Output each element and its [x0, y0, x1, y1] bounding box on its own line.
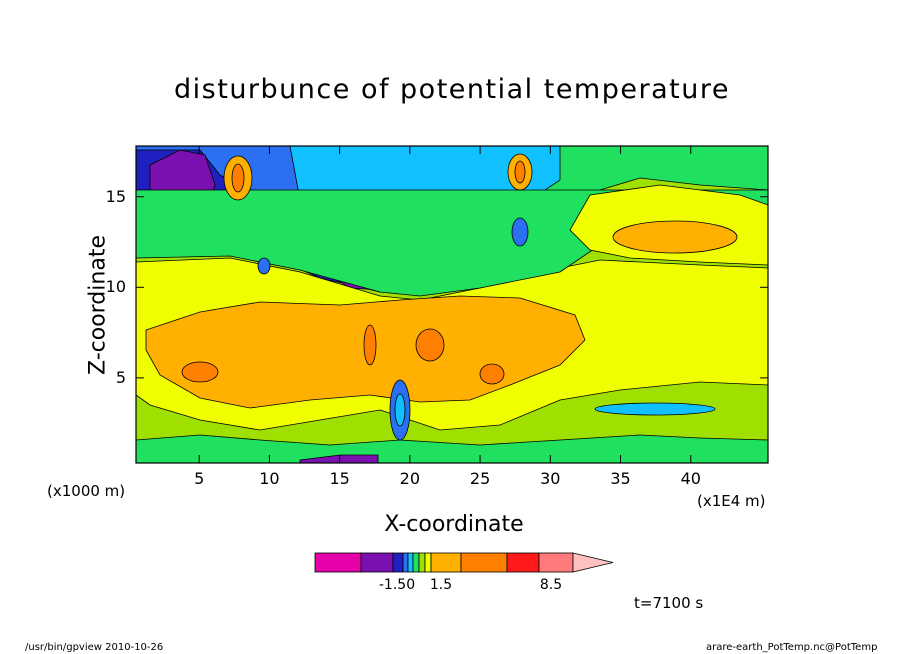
- bottom-green-band: [136, 434, 768, 463]
- x-tick-label: 20: [399, 469, 421, 488]
- colorbar-swatch: [418, 552, 426, 573]
- colorbar-swatch: [506, 552, 540, 573]
- y-tick-label: 5: [115, 367, 126, 387]
- warm-core-top-left: [231, 163, 245, 193]
- right-cyan-band: [594, 402, 716, 416]
- blue-spot-1: [257, 257, 271, 275]
- orange-cell-2: [479, 363, 505, 385]
- colorbar-swatch: [360, 552, 394, 573]
- y-tick-label: 10: [105, 277, 126, 297]
- plot-frame: [135, 145, 769, 464]
- footer-right: arare-earth_PotTemp.nc@PotTemp: [706, 642, 878, 653]
- colorbar-swatch: [424, 552, 432, 573]
- colorbar-label: -1.50: [378, 577, 416, 593]
- x-tick-label: 15: [329, 469, 350, 488]
- blue-spot-2: [511, 217, 529, 247]
- axis-ticks: [136, 146, 768, 463]
- warm-core-top-mid: [514, 160, 526, 184]
- colorbar-swatch: [402, 552, 409, 573]
- time-label: t=7100 s: [634, 594, 704, 612]
- right-orange-cell: [612, 220, 738, 254]
- colorbar-swatch: [460, 552, 508, 573]
- colorbar-label: 1.5: [429, 577, 453, 593]
- x-axis-label: X-coordinate: [384, 512, 524, 537]
- colorbar: [314, 552, 614, 573]
- y-tick-label: 15: [105, 186, 126, 206]
- convective-inner: [394, 393, 406, 427]
- x-tick-label: 30: [540, 469, 561, 488]
- x-tick-label: 25: [469, 469, 491, 488]
- colorbar-arrow: [572, 552, 614, 573]
- footer-left: /usr/bin/gpview 2010-10-26: [25, 642, 164, 653]
- colorbar-swatch: [407, 552, 414, 573]
- colorbar-swatch: [538, 552, 574, 573]
- colorbar-swatch: [430, 552, 462, 573]
- colorbar-swatch: [392, 552, 404, 573]
- orange-cell-1: [415, 328, 445, 362]
- x-tick-label: 40: [680, 469, 701, 488]
- x-tick-label: 10: [259, 469, 280, 488]
- orange-cell-4: [181, 361, 219, 383]
- chart-title: disturbunce of potential temperature: [174, 74, 730, 105]
- y-axis-label: Z-coordinate: [85, 235, 111, 375]
- contour-field: [136, 146, 768, 463]
- x-tick-label: 5: [194, 469, 205, 488]
- x-unit-label: (x1000 m): [47, 482, 126, 500]
- x-tick-label: 35: [610, 469, 631, 488]
- y-unit-label: (x1E4 m): [697, 492, 766, 510]
- colorbar-label: 8.5: [539, 577, 563, 593]
- colorbar-swatch: [412, 552, 420, 573]
- orange-cell-3: [363, 324, 377, 366]
- colorbar-swatch: [314, 552, 362, 573]
